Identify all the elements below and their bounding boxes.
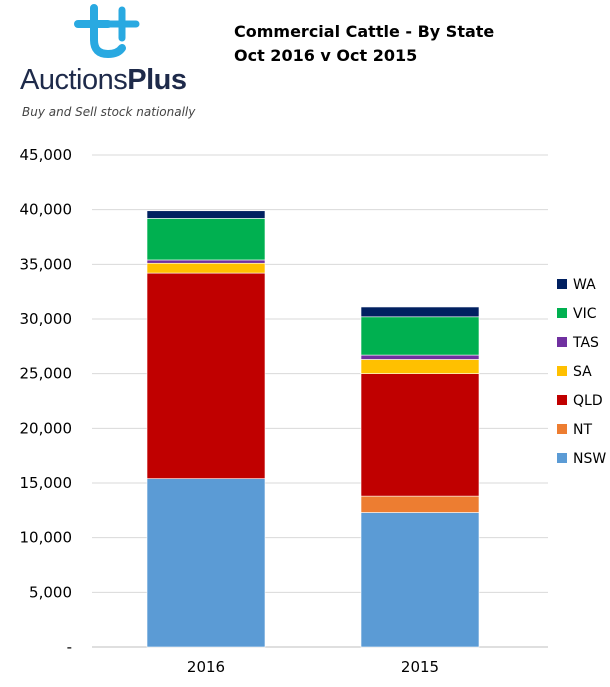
logo-word-plus: Plus bbox=[127, 64, 187, 96]
y-tick-label: 15,000 bbox=[20, 474, 73, 492]
bar-segment-qld bbox=[146, 272, 266, 479]
y-tick-label: 45,000 bbox=[20, 146, 73, 164]
legend-label-wa: WA bbox=[573, 277, 596, 293]
bar-segment-sa bbox=[360, 359, 480, 374]
x-tick-label: 2016 bbox=[187, 658, 225, 676]
bar-segment-wa bbox=[146, 210, 266, 219]
bar-segment-nsw bbox=[360, 512, 480, 648]
y-tick-label: 25,000 bbox=[20, 365, 73, 383]
chart-title: Commercial Cattle - By State bbox=[234, 22, 495, 41]
chart-title-block: Commercial Cattle - By State Oct 2016 v … bbox=[234, 20, 494, 68]
legend-label-nsw: NSW bbox=[573, 451, 606, 467]
bar-segment-nsw bbox=[146, 478, 266, 648]
bar-segment-sa bbox=[146, 262, 266, 274]
y-tick-label: 40,000 bbox=[20, 201, 73, 219]
bar-segment-vic bbox=[146, 218, 266, 261]
legend-label-vic: VIC bbox=[573, 306, 597, 322]
logo-wordmark: AuctionsPlus bbox=[20, 64, 187, 97]
logo-tagline: Buy and Sell stock nationally bbox=[22, 105, 196, 119]
legend-label-nt: NT bbox=[573, 422, 592, 438]
bar-segment-vic bbox=[360, 316, 480, 356]
x-tick-label: 2015 bbox=[401, 658, 439, 676]
y-tick-label: - bbox=[67, 638, 72, 656]
legend-swatch-wa bbox=[557, 279, 567, 289]
legend-swatch-qld bbox=[557, 395, 567, 405]
legend-swatch-vic bbox=[557, 308, 567, 318]
y-tick-label: 10,000 bbox=[20, 529, 73, 547]
legend-swatch-nsw bbox=[557, 453, 567, 463]
bar-segment-qld bbox=[360, 373, 480, 497]
bar-segment-tas bbox=[146, 259, 266, 264]
y-tick-label: 5,000 bbox=[29, 583, 72, 601]
legend-swatch-sa bbox=[557, 366, 567, 376]
logo-word-main: Auctions bbox=[20, 64, 128, 96]
legend-swatch-nt bbox=[557, 424, 567, 434]
bar-segment-tas bbox=[360, 354, 480, 360]
legend-label-sa: SA bbox=[573, 364, 592, 380]
bar-segment-wa bbox=[360, 306, 480, 318]
legend-swatch-tas bbox=[557, 337, 567, 347]
y-tick-label: 35,000 bbox=[20, 255, 73, 273]
auctionsplus-logo-icon bbox=[74, 4, 140, 59]
chart-subtitle: Oct 2016 v Oct 2015 bbox=[234, 46, 418, 65]
auctionsplus-logo: AuctionsPlus Buy and Sell stock national… bbox=[10, 4, 210, 124]
y-tick-label: 20,000 bbox=[20, 419, 73, 437]
bar-segment-nt bbox=[360, 495, 480, 513]
legend-label-qld: QLD bbox=[573, 393, 603, 409]
y-tick-label: 30,000 bbox=[20, 310, 73, 328]
legend-label-tas: TAS bbox=[572, 335, 599, 351]
